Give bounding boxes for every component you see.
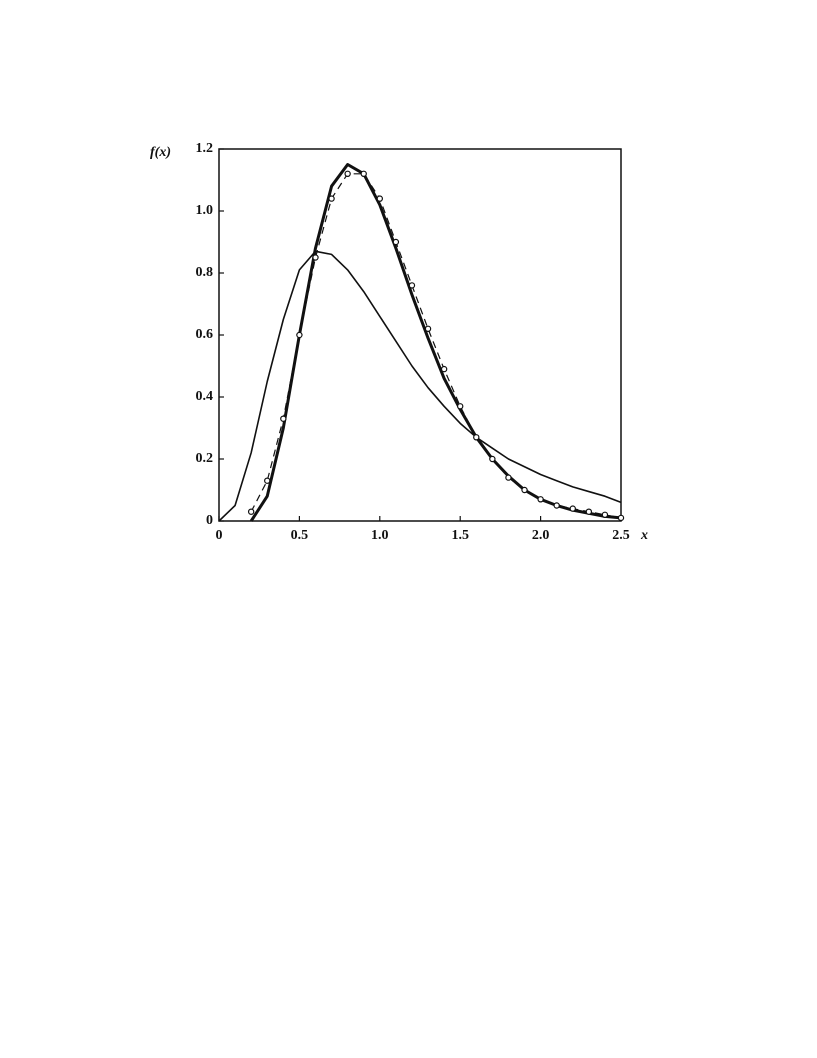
y-tick-label: 0.6	[196, 327, 214, 342]
x-tick-label: 0.5	[291, 528, 309, 543]
data-point	[360, 170, 367, 177]
data-point	[473, 434, 480, 441]
data-point	[280, 415, 287, 422]
x-tick-label: 2.5	[612, 528, 630, 543]
data-point	[457, 403, 464, 410]
x-axis-label: x	[640, 528, 648, 543]
data-point	[505, 474, 512, 481]
y-tick-label: 0	[206, 513, 213, 528]
y-tick-label: 1.2	[196, 141, 214, 156]
data-point	[553, 502, 560, 509]
data-point	[392, 238, 400, 246]
x-tick-label: 1.5	[451, 528, 469, 543]
data-point	[537, 496, 544, 503]
series-line	[218, 250, 622, 522]
series-line	[249, 163, 622, 522]
data-point	[344, 170, 351, 177]
data-point	[264, 477, 271, 484]
data-point	[408, 282, 416, 289]
y-tick-label: 0.4	[196, 389, 214, 404]
y-axis-label: f(x)	[150, 145, 171, 160]
x-tick-label: 0	[216, 528, 223, 543]
y-tick-label: 0.2	[196, 451, 214, 466]
data-point	[376, 195, 383, 202]
data-point	[585, 508, 593, 515]
data-point	[617, 514, 625, 522]
series-line	[250, 173, 622, 519]
y-tick-label: 0.8	[196, 265, 214, 280]
data-point	[312, 254, 319, 261]
y-tick-label: 1.0	[196, 203, 214, 218]
data-point	[521, 486, 528, 494]
data-point	[247, 508, 255, 515]
data-point	[489, 455, 496, 463]
data-point	[296, 331, 303, 339]
data-point	[601, 511, 609, 519]
data-point	[569, 505, 576, 512]
x-tick-label: 2.0	[532, 528, 550, 543]
x-tick-label: 1.0	[371, 528, 389, 543]
data-point	[424, 325, 432, 332]
data-point	[440, 365, 448, 373]
data-point	[328, 195, 335, 202]
